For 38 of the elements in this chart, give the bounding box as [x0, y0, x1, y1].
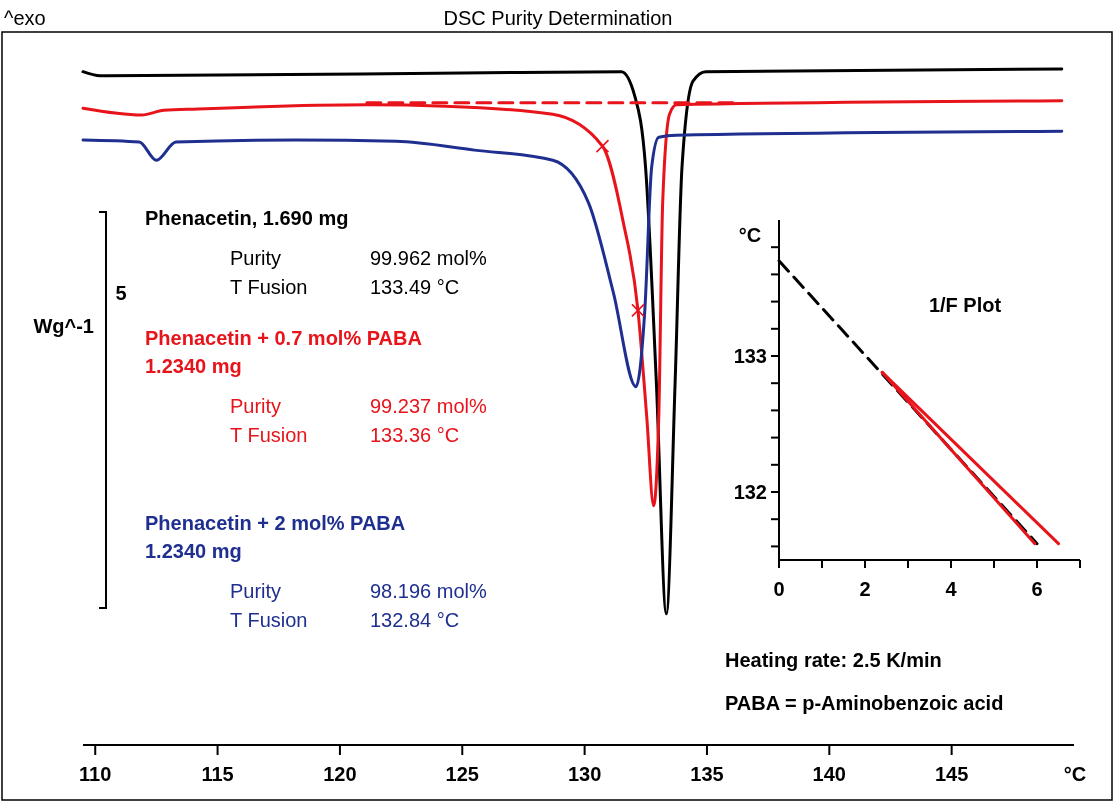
annotation: Purity [230, 247, 282, 269]
annotation: 99.237 mol% [370, 395, 487, 417]
annotation: 133.49 °C [370, 276, 460, 298]
text: Phenacetin + 0.7 mol% PABA 1.2340 mg [145, 327, 422, 377]
text: Phenacetin, 1.690 mg [145, 207, 349, 229]
annotation: 98.196 mol% [370, 580, 487, 602]
annotation: 5 [115, 282, 127, 304]
text: ^exo [4, 7, 46, 29]
x-tick-label: 135 [690, 763, 724, 785]
y-axis-title: °C [738, 224, 762, 246]
y-tick-label: 132 [733, 481, 767, 503]
annotation: 133.36 °C [370, 424, 460, 446]
x-tick-label: 2 [859, 578, 871, 600]
annotation: Heating rate: 2.5 K/min [725, 649, 942, 671]
text: 1/F Plot [928, 294, 1002, 316]
x-tick-label: 145 [934, 763, 969, 785]
y-axis-title: Wg^-1 [33, 315, 94, 337]
y-tick-label: 133 [733, 345, 767, 367]
x-tick-label: 140 [812, 763, 846, 785]
annotation: T Fusion [230, 276, 308, 298]
annotation: 132.84 °C [370, 609, 460, 631]
x-tick-label: 125 [445, 763, 479, 785]
x-tick-label: 110 [79, 763, 112, 785]
x-tick-label: 0 [773, 578, 785, 600]
annotation: T Fusion [230, 424, 308, 446]
annotation: T Fusion [230, 609, 308, 631]
x-tick-label: 4 [945, 578, 958, 600]
x-tick-label: 6 [1031, 578, 1043, 600]
x-axis-title: °C [1063, 763, 1087, 785]
x-tick-label: 120 [323, 763, 357, 785]
annotation: 99.962 mol% [370, 247, 487, 269]
x-tick-label: 130 [567, 763, 602, 785]
annotation: PABA = p-Aminobenzoic acid [725, 692, 1004, 714]
chart-title: DSC Purity Determination [443, 7, 673, 29]
x-tick-label: 115 [201, 763, 234, 785]
annotation: Purity [230, 395, 282, 417]
annotation: Purity [230, 580, 282, 602]
text: Phenacetin + 2 mol% PABA 1.2340 mg [145, 512, 406, 562]
